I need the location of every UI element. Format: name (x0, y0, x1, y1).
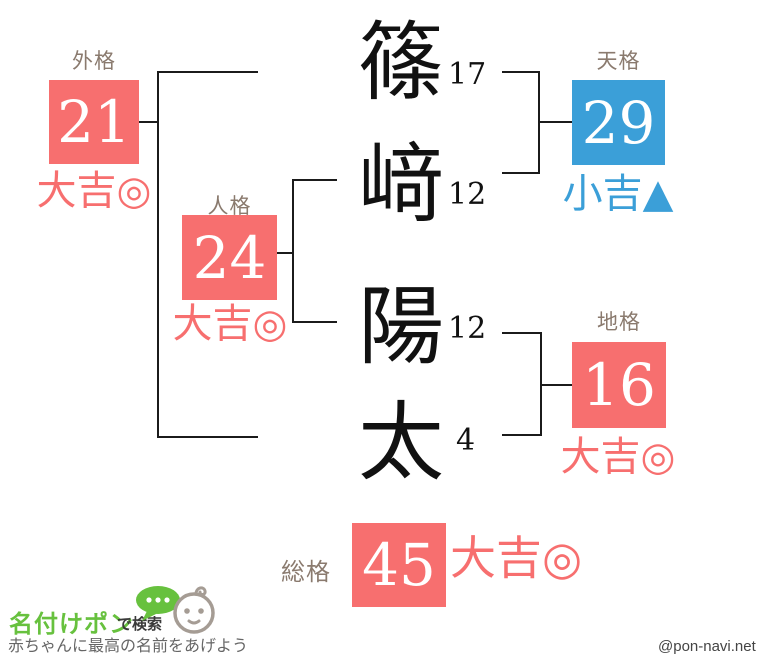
connector-line (292, 179, 337, 181)
gaikaku-value-box: 21 (49, 80, 139, 164)
soukaku-value: 45 (362, 531, 436, 599)
site-credit: @pon-navi.net (658, 638, 756, 655)
speech-bubble-icon (136, 586, 180, 621)
stroke-count-3: 12 (448, 311, 487, 346)
gaikaku-label: 外格 (72, 50, 116, 73)
name-char-1: 篠 (358, 13, 444, 113)
connector-line (540, 384, 572, 386)
gaikaku-value: 21 (57, 88, 131, 156)
gaikaku-result: 大吉◎ (36, 168, 152, 214)
tenkaku-value: 29 (581, 88, 656, 157)
connector-line (502, 332, 542, 334)
stroke-count-4: 4 (456, 423, 476, 458)
connector-line (502, 172, 540, 174)
soukaku-label: 総格 (281, 559, 331, 586)
jinkaku-result: 大吉◎ (172, 301, 288, 347)
connector-line (502, 71, 540, 73)
soukaku-value-box: 45 (352, 523, 446, 607)
name-char-4: 太 (358, 393, 444, 493)
jinkaku-label: 人格 (207, 195, 252, 218)
chikaku-value: 16 (582, 351, 656, 419)
connector-line (292, 179, 294, 323)
connector-line (157, 436, 258, 438)
name-char-2: 﨑 (358, 135, 444, 235)
stroke-count-1: 17 (448, 57, 487, 92)
tenkaku-result: 小吉▲ (562, 171, 674, 217)
stroke-count-2: 12 (448, 177, 487, 212)
connector-line (502, 434, 542, 436)
connector-line (538, 121, 572, 123)
tagline: 赤ちゃんに最高の名前をあげよう (8, 638, 249, 655)
connector-line (157, 71, 258, 73)
jinkaku-value-box: 24 (182, 215, 277, 300)
chikaku-label: 地格 (597, 311, 641, 334)
connector-line (157, 71, 159, 438)
jinkaku-value: 24 (192, 223, 267, 292)
name-char-3: 陽 (358, 277, 444, 377)
chikaku-value-box: 16 (572, 342, 666, 428)
soukaku-result: 大吉◎ (450, 531, 583, 585)
connector-line (277, 252, 294, 254)
tenkaku-value-box: 29 (572, 80, 665, 165)
connector-line (292, 321, 337, 323)
chikaku-result: 大吉◎ (560, 434, 676, 480)
baby-face-icon (173, 586, 215, 634)
logo-text: 名付けポン (9, 611, 134, 638)
tenkaku-label: 天格 (596, 50, 641, 73)
logo-search-suffix: で検索 (117, 616, 163, 633)
connector-line (139, 121, 158, 123)
